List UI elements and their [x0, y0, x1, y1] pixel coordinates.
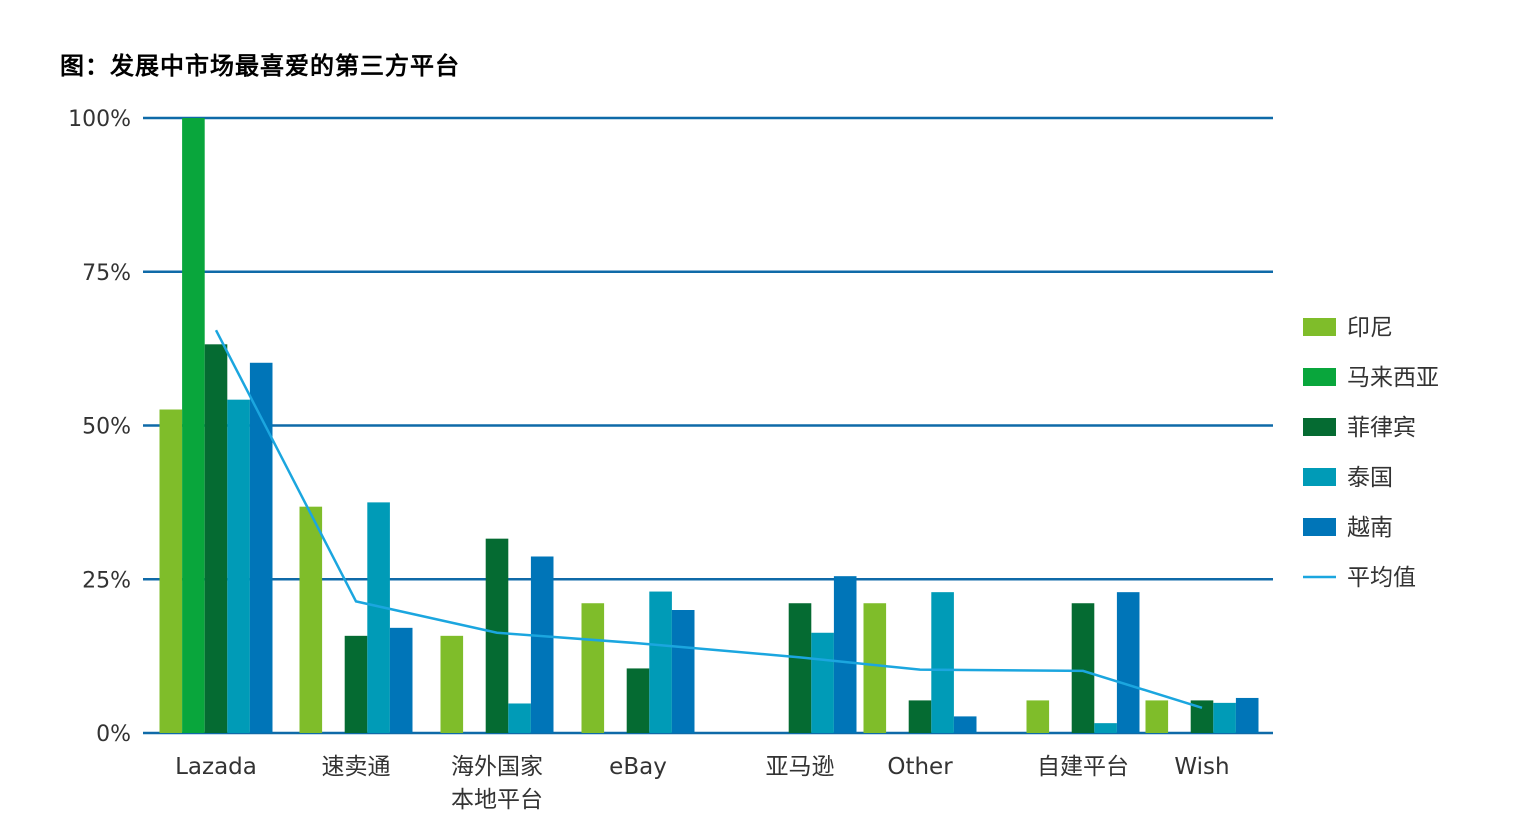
bar [953, 716, 977, 733]
bar [1190, 700, 1214, 733]
bar [626, 668, 650, 733]
x-category-label: Wish [1174, 754, 1229, 780]
bar [389, 627, 413, 733]
legend-swatch [1303, 318, 1336, 336]
bar [159, 409, 183, 733]
bar [1116, 592, 1140, 733]
x-category-label: Other [887, 754, 953, 780]
y-tick-label: 25% [82, 568, 131, 593]
bar [1145, 700, 1169, 733]
legend-label: 泰国 [1347, 465, 1393, 491]
bar [440, 635, 464, 733]
chart-title: 图：发展中市场最喜爱的第三方平台 [60, 52, 460, 80]
average-line-group [214, 329, 1203, 709]
average-line [214, 329, 1203, 709]
bar [249, 362, 273, 733]
bar [671, 610, 695, 733]
bar [227, 399, 250, 733]
bar [204, 344, 228, 733]
legend-swatch [1303, 418, 1336, 436]
bar [182, 118, 205, 733]
bar [367, 502, 390, 733]
y-tick-label: 75% [82, 261, 131, 286]
legend-label: 平均值 [1347, 565, 1416, 591]
y-tick-label: 50% [82, 415, 131, 440]
x-category-label: 海外国家 [451, 754, 543, 780]
bar [1235, 697, 1259, 733]
bar [649, 591, 672, 733]
bar [1213, 702, 1236, 733]
x-category-label: 亚马逊 [766, 754, 835, 780]
bar [530, 556, 554, 733]
bar [833, 576, 857, 733]
legend-label: 马来西亚 [1347, 365, 1439, 391]
bars [159, 118, 1259, 733]
bar [863, 603, 887, 733]
bar [931, 592, 954, 733]
bar [1026, 700, 1050, 733]
bar [508, 703, 531, 733]
legend-label: 菲律宾 [1347, 415, 1416, 441]
legend-label: 印尼 [1347, 315, 1393, 341]
legend-swatch [1303, 368, 1336, 386]
bar [1071, 603, 1095, 733]
x-category-label: eBay [609, 754, 667, 780]
x-category-label: Lazada [175, 754, 257, 780]
bar [788, 603, 812, 733]
x-category-label: 速卖通 [322, 754, 391, 780]
y-tick-label: 100% [68, 107, 131, 132]
bar [485, 538, 509, 733]
bar [299, 506, 323, 733]
bar [811, 632, 834, 733]
bar [1094, 723, 1117, 733]
y-axis-tick-labels: 0% 25% 50% 75% 100% [68, 107, 131, 747]
legend-swatch [1303, 468, 1336, 486]
bar [344, 635, 368, 733]
legend-label: 越南 [1347, 515, 1393, 541]
y-tick-label: 0% [96, 722, 131, 747]
bar [581, 603, 605, 733]
x-category-label: 本地平台 [451, 787, 543, 813]
bar [908, 700, 932, 733]
x-category-label: 自建平台 [1037, 754, 1129, 780]
legend-swatch [1303, 518, 1336, 536]
